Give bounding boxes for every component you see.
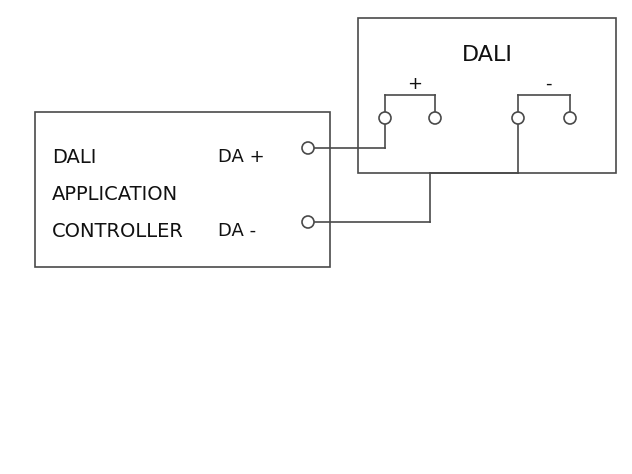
Bar [358, 18, 616, 173]
Circle shape [379, 112, 391, 124]
Circle shape [512, 112, 524, 124]
Circle shape [302, 216, 314, 228]
Text: DALI: DALI [52, 148, 96, 167]
Bar [35, 112, 330, 267]
Text: APPLICATION: APPLICATION [52, 185, 178, 204]
Text: DA -: DA - [218, 222, 256, 240]
Text: -: - [545, 75, 551, 93]
Text: DALI: DALI [461, 45, 513, 65]
Circle shape [302, 142, 314, 154]
Text: CONTROLLER: CONTROLLER [52, 222, 184, 241]
Text: DA +: DA + [218, 148, 265, 166]
Circle shape [429, 112, 441, 124]
Text: +: + [408, 75, 423, 93]
Circle shape [564, 112, 576, 124]
